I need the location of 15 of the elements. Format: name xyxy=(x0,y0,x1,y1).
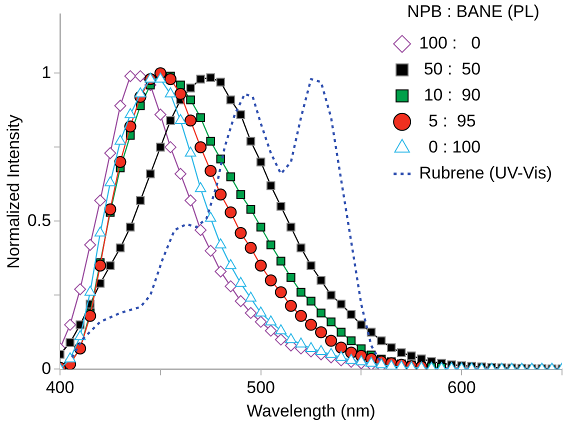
legend-label: 10 : 90 xyxy=(419,86,481,105)
y-axis-title: Normalized Intensity xyxy=(4,114,23,269)
x-tick-label: 600 xyxy=(447,378,476,398)
x-tick-label: 500 xyxy=(246,378,276,398)
legend-label: 0 : 100 xyxy=(419,138,481,157)
y-tick-label: 0.5 xyxy=(27,210,52,230)
legend-label: 50 : 50 xyxy=(419,60,481,79)
legend-label: Rubrene (UV-Vis) xyxy=(419,164,552,183)
legend-label: 5 : 95 xyxy=(419,112,476,131)
legend-label: 100 : 0 xyxy=(419,34,481,53)
x-axis-title: Wavelength (nm) xyxy=(246,401,376,420)
y-tick-label: 1 xyxy=(42,62,52,82)
x-tick-label: 400 xyxy=(46,378,74,398)
y-tick-label: 0 xyxy=(42,358,52,378)
legend-title: NPB : BANE (PL) xyxy=(407,2,540,22)
